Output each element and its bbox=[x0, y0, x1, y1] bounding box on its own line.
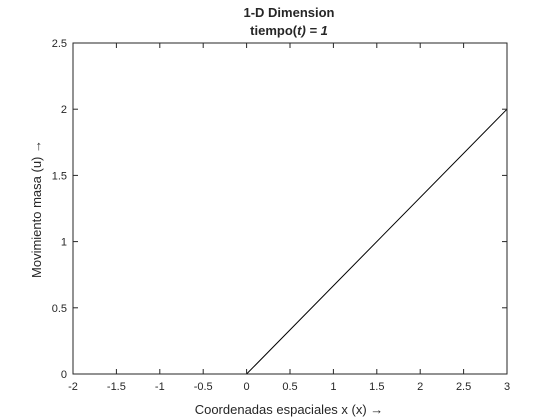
subtitle-part-2: t bbox=[297, 23, 302, 38]
x-tick-label-3: -0.5 bbox=[194, 381, 213, 393]
x-tick-label-9: 2.5 bbox=[456, 381, 471, 393]
y-tick-label-5: 2.5 bbox=[52, 38, 67, 50]
chart-title: 1-D Dimension tiempo(t) = 1 bbox=[243, 5, 334, 38]
y-tick-label-3: 1.5 bbox=[52, 170, 67, 182]
subtitle-part-4: 1 bbox=[321, 23, 328, 38]
y-axis-label: Movimiento masa (u) → bbox=[29, 140, 44, 278]
x-tick-label-7: 1.5 bbox=[369, 381, 384, 393]
x-tick-label-1: -1.5 bbox=[107, 381, 126, 393]
y-tick-label-2: 1 bbox=[61, 237, 67, 249]
x-tick-label-8: 2 bbox=[417, 381, 423, 393]
x-tick-label-0: -2 bbox=[68, 381, 78, 393]
chart-title-line2: tiempo(t) = 1 bbox=[250, 23, 328, 38]
y-axis-ticks: 0 0.5 1 1.5 2 2.5 bbox=[52, 38, 507, 381]
y-tick-label-4: 2 bbox=[61, 104, 67, 116]
x-tick-label-10: 3 bbox=[504, 381, 510, 393]
x-axis-ticks: -2 -1.5 -1 -0.5 0 0.5 1 1.5 2 2.5 3 bbox=[68, 43, 510, 393]
y-tick-label-1: 0.5 bbox=[52, 303, 67, 315]
y-tick-label-0: 0 bbox=[61, 369, 67, 381]
x-tick-label-2: -1 bbox=[155, 381, 165, 393]
x-tick-label-5: 0.5 bbox=[282, 381, 297, 393]
subtitle-part-1: tiempo( bbox=[250, 23, 298, 38]
x-tick-label-6: 1 bbox=[330, 381, 336, 393]
subtitle-part-3: ) = bbox=[299, 23, 320, 38]
axes-box bbox=[72, 42, 508, 375]
chart-title-line1: 1-D Dimension bbox=[243, 5, 334, 20]
x-tick-label-4: 0 bbox=[244, 381, 250, 393]
x-axis-label: Coordenadas espaciales x (x) → bbox=[195, 402, 384, 417]
